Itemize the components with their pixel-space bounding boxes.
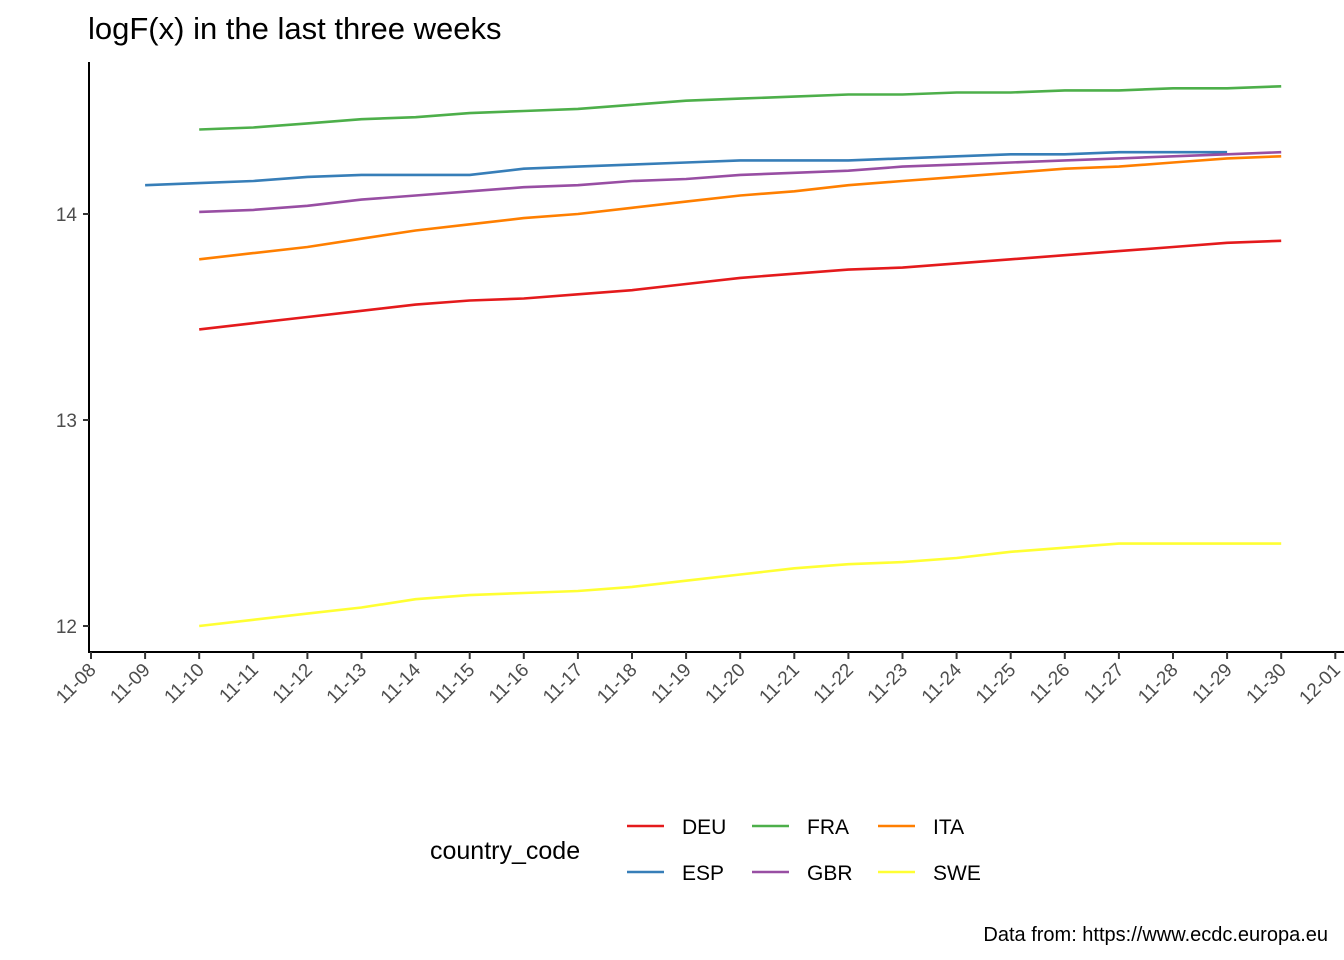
series-lines <box>145 85 1282 628</box>
x-tick-label: 11-29 <box>1188 660 1236 708</box>
x-tick-label: 11-25 <box>972 660 1020 708</box>
caption: Data from: https://www.ecdc.europa.eu <box>983 924 1328 946</box>
legend-label-deu: DEU <box>682 816 726 839</box>
y-tick-label: 14 <box>56 205 78 226</box>
x-tick-label: 11-09 <box>106 660 154 708</box>
series-line-swe <box>199 542 1282 628</box>
legend-items: DEU ESP FRA GBR ITA SWE <box>627 816 981 885</box>
x-tick-label: 11-26 <box>1026 660 1074 708</box>
series-line-deu <box>199 239 1282 331</box>
legend-label-esp: ESP <box>682 862 724 885</box>
x-tick-label: 11-28 <box>1134 660 1182 708</box>
x-tick-label: 11-30 <box>1243 660 1291 708</box>
x-tick-label: 11-18 <box>593 660 641 708</box>
legend-label-gbr: GBR <box>807 862 853 885</box>
x-tick-label: 11-27 <box>1080 660 1128 708</box>
legend-label-ita: ITA <box>933 816 964 839</box>
series-line-ita <box>199 155 1282 261</box>
legend-label-swe: SWE <box>933 862 981 885</box>
x-tick-label: 12-01 <box>1296 660 1344 709</box>
x-tick-label: 11-08 <box>52 660 100 708</box>
x-tick-label: 11-19 <box>647 660 695 708</box>
chart-title: logF(x) in the last three weeks <box>88 11 502 46</box>
x-tick-label: 11-23 <box>864 660 912 708</box>
series-line-gbr <box>199 150 1282 214</box>
x-tick-label: 11-20 <box>702 660 750 708</box>
series-line-fra <box>199 85 1282 131</box>
x-tick-label: 11-10 <box>161 660 209 708</box>
x-tick-label: 11-24 <box>918 659 967 708</box>
x-tick-label: 11-15 <box>431 660 479 708</box>
legend: country_code DEU ESP FRA GBR ITA SWE <box>430 816 981 885</box>
x-tick-label: 11-12 <box>269 660 317 708</box>
x-tick-label: 11-13 <box>323 660 371 708</box>
y-tick-label: 13 <box>56 411 77 432</box>
x-tick-label: 11-11 <box>216 660 263 707</box>
y-tick-label: 12 <box>56 617 77 638</box>
x-tick-label: 11-17 <box>539 660 587 708</box>
axes <box>88 62 1344 653</box>
x-tick-label: 11-22 <box>810 660 858 708</box>
x-tick-label: 11-21 <box>756 660 804 708</box>
x-tick-label: 11-16 <box>485 660 533 708</box>
series-line-esp <box>145 150 1228 187</box>
legend-title: country_code <box>430 837 580 865</box>
legend-label-fra: FRA <box>807 816 849 839</box>
x-tick-label: 11-14 <box>377 659 426 708</box>
